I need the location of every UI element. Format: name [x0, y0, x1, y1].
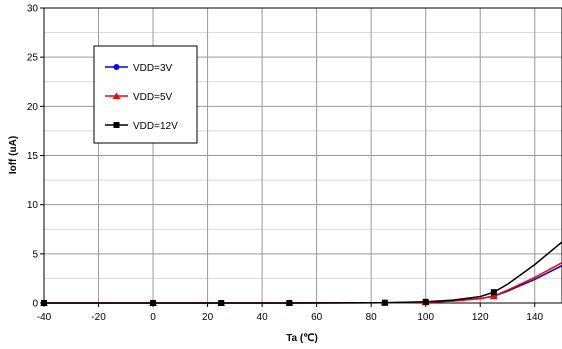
legend-label: VDD=3V: [133, 63, 173, 74]
x-tick-label: -40: [37, 312, 52, 323]
y-tick-label: 5: [32, 249, 38, 260]
legend-entry-vdd-5v: VDD=5V: [105, 92, 173, 103]
data-point: [381, 299, 388, 306]
x-tick-label: 140: [526, 312, 543, 323]
y-tick-label: 15: [27, 151, 39, 162]
data-point: [150, 300, 157, 306]
data-point: [41, 300, 47, 306]
y-tick-label: 25: [27, 53, 39, 64]
x-tick-label: -20: [91, 312, 106, 323]
x-tick-label: 80: [366, 312, 378, 323]
legend: VDD=3V VDD=5V VDD=12V: [93, 45, 198, 144]
data-point: [286, 300, 293, 306]
data-point: [218, 300, 225, 306]
data-point: [489, 292, 498, 300]
legend-entry-vdd-3v: VDD=3V: [105, 63, 173, 74]
y-axis-title: Ioff (uA): [8, 136, 19, 174]
series-group: [40, 241, 562, 306]
y-tick-label: 10: [27, 200, 39, 211]
x-tick-label: 100: [417, 312, 434, 323]
legend-marker-square: [113, 122, 120, 128]
legend-marker-triangle: [112, 92, 121, 99]
y-axis-ticks: 0 5 10 15 20 25 30: [27, 4, 44, 310]
legend-label: VDD=12V: [133, 121, 178, 132]
data-point: [490, 289, 497, 296]
series-line-2: [44, 241, 562, 304]
legend-box: [93, 45, 198, 144]
data-point: [422, 298, 429, 305]
y-tick-label: 20: [27, 102, 39, 113]
x-tick-label: 0: [150, 312, 156, 323]
x-tick-label: 120: [472, 312, 489, 323]
x-axis-title: Ta (℃): [286, 333, 318, 344]
series-line-1: [44, 262, 562, 304]
legend-label: VDD=5V: [133, 92, 173, 103]
y-tick-label: 0: [32, 299, 38, 310]
legend-marker-circle: [113, 64, 120, 70]
x-tick-label: 40: [257, 312, 269, 323]
legend-entry-vdd-12v: VDD=12V: [105, 121, 178, 132]
x-tick-label: 20: [202, 312, 214, 323]
y-tick-label: 30: [27, 4, 39, 15]
x-tick-label: 60: [311, 312, 323, 323]
